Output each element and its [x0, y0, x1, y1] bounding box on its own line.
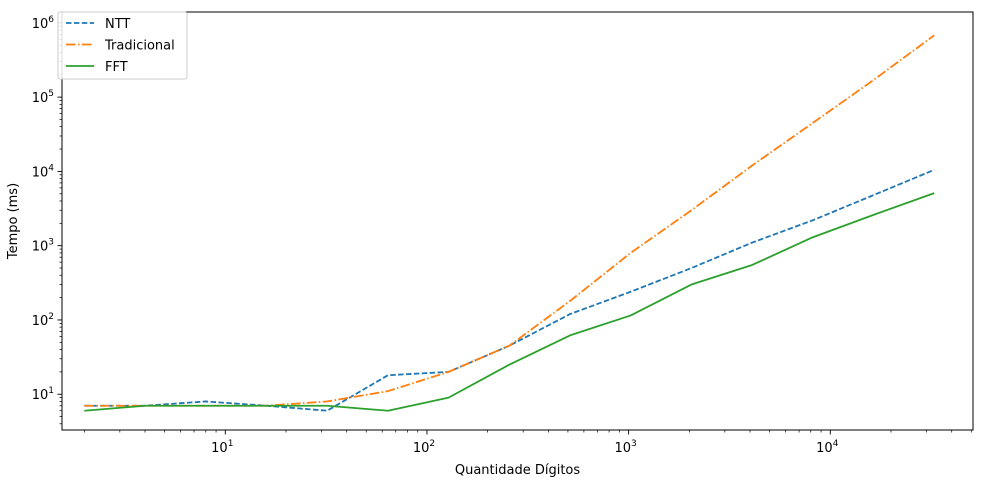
y-axis-label: Tempo (ms) [6, 183, 21, 260]
y-tick-label: 105 [32, 89, 54, 106]
y-tick-exponent: 3 [48, 238, 54, 248]
y-tick-label: 103 [32, 238, 54, 255]
x-tick-label: 101 [211, 439, 233, 456]
x-axis-label: Quantidade Dígitos [455, 463, 581, 478]
y-tick-exponent: 5 [48, 89, 54, 99]
x-tick-label: 103 [614, 439, 636, 456]
series-line-fft [84, 192, 935, 412]
y-tick-exponent: 4 [48, 163, 54, 173]
y-tick-base: 10 [32, 17, 49, 32]
plot-frame [61, 11, 974, 431]
x-tick-base: 10 [211, 441, 228, 456]
y-tick-base: 10 [32, 165, 49, 180]
series-layer [84, 34, 935, 412]
x-tick-label: 104 [816, 439, 839, 456]
y-tick-base: 10 [32, 240, 49, 255]
y-tick-label: 104 [32, 163, 55, 180]
y-tick-label: 101 [32, 386, 54, 403]
y-tick-base: 10 [32, 388, 49, 403]
y-tick-label: 106 [32, 15, 55, 32]
y-tick-base: 10 [32, 91, 49, 106]
x-tick-exponent: 3 [631, 439, 637, 449]
x-tick-base: 10 [816, 441, 833, 456]
x-tick-label: 102 [413, 439, 435, 456]
y-tick-base: 10 [32, 314, 49, 329]
x-tick-base: 10 [614, 441, 631, 456]
series-line-ntt [84, 168, 935, 412]
legend-label: NTT [105, 17, 130, 32]
series-line-tradicional [84, 34, 935, 407]
x-tick-exponent: 2 [429, 439, 435, 449]
y-tick-exponent: 2 [48, 312, 54, 322]
y-tick-exponent: 1 [48, 386, 54, 396]
x-tick-base: 10 [413, 441, 430, 456]
x-tick-exponent: 4 [833, 439, 839, 449]
legend-box [57, 11, 188, 80]
legend-label: FFT [105, 60, 128, 75]
x-tick-exponent: 1 [228, 439, 234, 449]
legend: NTT Tradicional FFT [57, 11, 188, 80]
y-tick-exponent: 6 [48, 15, 54, 25]
y-tick-label: 102 [32, 312, 54, 329]
legend-label: Tradicional [104, 39, 175, 54]
legend-items: NTT Tradicional FFT [66, 17, 175, 75]
